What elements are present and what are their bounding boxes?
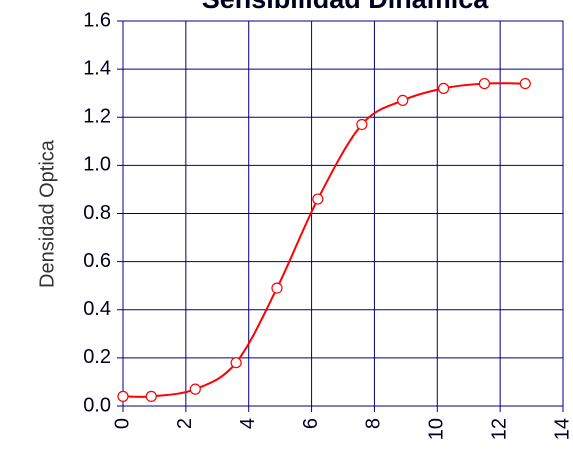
point — [356, 118, 368, 131]
x-tick-label: 0 — [111, 418, 133, 429]
y-tick-label: 1.2 — [83, 106, 111, 128]
y-tick-label: 0.4 — [83, 298, 111, 320]
point — [117, 390, 129, 402]
point — [145, 390, 157, 402]
y-tick-label: 0.2 — [83, 346, 111, 368]
x-tick-label: 8 — [363, 418, 385, 429]
y-tick-label: 1.4 — [83, 57, 111, 79]
x-tick-label: 6 — [300, 418, 322, 429]
x-tick-label: 2 — [174, 418, 196, 429]
y-tick-label: 0.6 — [83, 250, 111, 272]
point — [189, 383, 201, 395]
point — [397, 94, 409, 107]
y-axis-label: Densidad Optica — [36, 139, 58, 288]
x-tick-label: 14 — [551, 418, 573, 440]
x-tick-label: 10 — [426, 418, 448, 440]
point — [478, 77, 491, 90]
x-tick-label: 4 — [237, 418, 259, 429]
y-tick-label: 0.8 — [83, 202, 111, 224]
point — [519, 77, 531, 90]
point — [271, 282, 283, 294]
point — [230, 357, 242, 369]
y-tick-label: 1.6 — [83, 9, 111, 31]
point — [312, 193, 324, 205]
y-tick-label: 0.0 — [83, 394, 111, 416]
x-tick-label: 12 — [488, 418, 510, 440]
chart-title: Sensibilidad Dinámica — [202, 0, 490, 14]
line — [122, 82, 526, 398]
y-tick-label: 1.0 — [83, 154, 111, 176]
point — [437, 82, 450, 94]
